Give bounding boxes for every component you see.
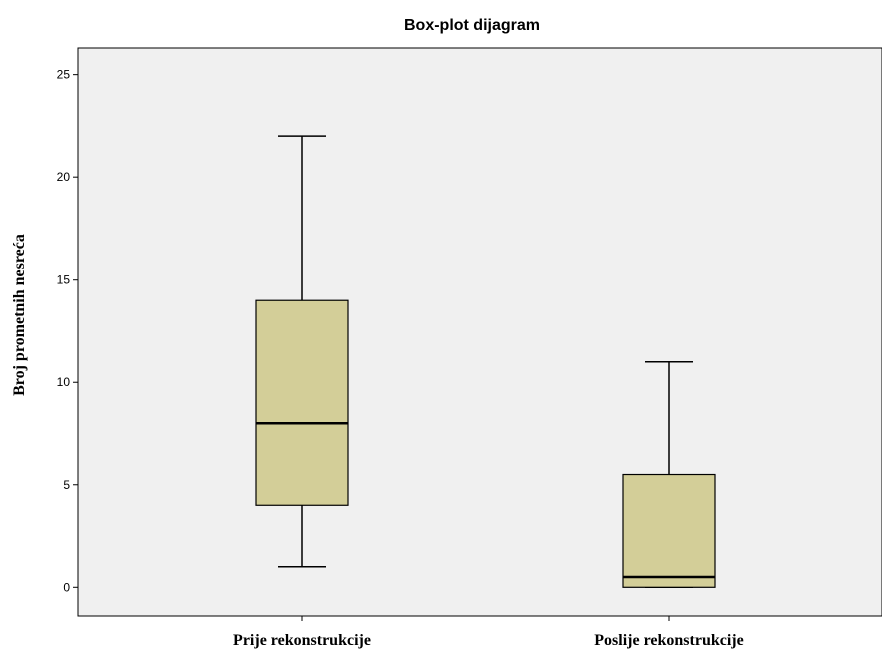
y-tick-label: 15 <box>57 273 71 287</box>
x-axis: Prije rekonstrukcije Poslije rekonstrukci… <box>233 616 744 649</box>
boxes <box>255 135 716 589</box>
y-tick-label: 20 <box>57 170 71 184</box>
box-group <box>255 135 349 568</box>
box-iqr <box>622 473 716 588</box>
box-group <box>622 360 716 589</box>
chart-title: Box-plot dijagram <box>404 17 540 34</box>
y-tick-label: 10 <box>57 375 71 389</box>
x-tick-label: Prije rekonstrukcije <box>233 632 371 649</box>
x-tick-label: Poslije rekonstrukcije <box>594 632 743 649</box>
y-axis-label: Broj prometnih nesreća <box>11 234 28 396</box>
y-tick-label: 0 <box>63 580 70 594</box>
plot-area <box>77 47 882 617</box>
y-tick-label: 5 <box>63 478 70 492</box>
y-axis: 0 5 10 15 20 25 <box>57 68 78 594</box>
y-tick-label: 25 <box>57 68 71 82</box>
box-iqr <box>255 299 349 506</box>
